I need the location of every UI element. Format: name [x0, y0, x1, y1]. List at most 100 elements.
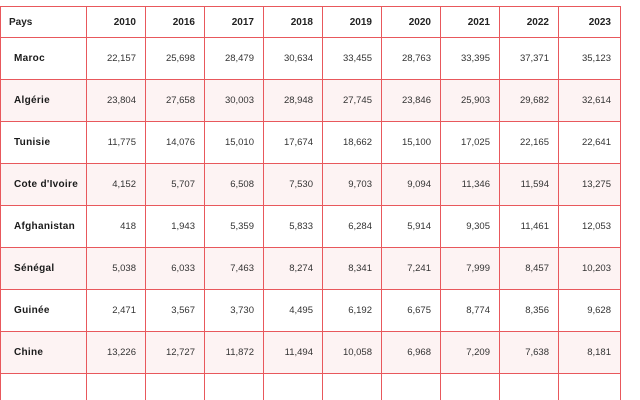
header-year: 2018 [263, 6, 323, 38]
value-cell: 18,662 [322, 121, 382, 164]
value-cell: 23,846 [381, 79, 441, 122]
value-cell: 3,567 [145, 289, 205, 332]
empty-cell [263, 373, 323, 400]
value-cell: 3,730 [204, 289, 264, 332]
value-cell: 10,203 [558, 247, 621, 290]
header-row: Pays 2010 2016 2017 2018 2019 2020 2021 … [0, 6, 621, 38]
value-cell: 27,658 [145, 79, 205, 122]
country-cell: Guinée [0, 289, 87, 332]
value-cell: 29,682 [499, 79, 559, 122]
value-cell: 12,053 [558, 205, 621, 248]
value-cell: 5,707 [145, 163, 205, 206]
value-cell: 4,495 [263, 289, 323, 332]
header-year: 2010 [86, 6, 146, 38]
table-row: Sénégal 5,038 6,033 7,463 8,274 8,341 7,… [0, 247, 621, 290]
value-cell: 32,614 [558, 79, 621, 122]
table-header: Pays 2010 2016 2017 2018 2019 2020 2021 … [0, 6, 621, 38]
value-cell: 2,471 [86, 289, 146, 332]
value-cell: 5,038 [86, 247, 146, 290]
table-body: Maroc 22,157 25,698 28,479 30,634 33,455… [0, 37, 621, 400]
value-cell: 28,948 [263, 79, 323, 122]
value-cell: 7,209 [440, 331, 500, 374]
value-cell: 33,455 [322, 37, 382, 80]
value-cell: 7,638 [499, 331, 559, 374]
value-cell: 28,763 [381, 37, 441, 80]
header-country: Pays [0, 6, 87, 38]
table-row: Algérie 23,804 27,658 30,003 28,948 27,7… [0, 79, 621, 122]
value-cell: 35,123 [558, 37, 621, 80]
value-cell: 27,745 [322, 79, 382, 122]
value-cell: 22,165 [499, 121, 559, 164]
value-cell: 8,274 [263, 247, 323, 290]
empty-cell [0, 373, 87, 400]
value-cell: 11,872 [204, 331, 264, 374]
header-year: 2016 [145, 6, 205, 38]
value-cell: 11,494 [263, 331, 323, 374]
table-row-partial [0, 373, 621, 400]
country-cell: Cote d'Ivoire [0, 163, 87, 206]
value-cell: 418 [86, 205, 146, 248]
value-cell: 6,192 [322, 289, 382, 332]
value-cell: 17,674 [263, 121, 323, 164]
empty-cell [381, 373, 441, 400]
value-cell: 8,181 [558, 331, 621, 374]
value-cell: 7,241 [381, 247, 441, 290]
header-year: 2020 [381, 6, 441, 38]
value-cell: 7,530 [263, 163, 323, 206]
table-row: Tunisie 11,775 14,076 15,010 17,674 18,6… [0, 121, 621, 164]
value-cell: 9,703 [322, 163, 382, 206]
table-row: Chine 13,226 12,727 11,872 11,494 10,058… [0, 331, 621, 374]
empty-cell [86, 373, 146, 400]
value-cell: 1,943 [145, 205, 205, 248]
country-cell: Tunisie [0, 121, 87, 164]
value-cell: 8,341 [322, 247, 382, 290]
value-cell: 17,025 [440, 121, 500, 164]
value-cell: 11,346 [440, 163, 500, 206]
value-cell: 6,675 [381, 289, 441, 332]
country-cell: Algérie [0, 79, 87, 122]
value-cell: 9,305 [440, 205, 500, 248]
value-cell: 5,833 [263, 205, 323, 248]
value-cell: 30,634 [263, 37, 323, 80]
value-cell: 28,479 [204, 37, 264, 80]
country-cell: Afghanistan [0, 205, 87, 248]
empty-cell [499, 373, 559, 400]
value-cell: 7,999 [440, 247, 500, 290]
value-cell: 6,284 [322, 205, 382, 248]
empty-cell [440, 373, 500, 400]
value-cell: 5,914 [381, 205, 441, 248]
value-cell: 13,275 [558, 163, 621, 206]
value-cell: 6,508 [204, 163, 264, 206]
header-year: 2021 [440, 6, 500, 38]
value-cell: 8,457 [499, 247, 559, 290]
table-row: Cote d'Ivoire 4,152 5,707 6,508 7,530 9,… [0, 163, 621, 206]
value-cell: 7,463 [204, 247, 264, 290]
value-cell: 8,774 [440, 289, 500, 332]
value-cell: 9,094 [381, 163, 441, 206]
value-cell: 25,903 [440, 79, 500, 122]
country-cell: Chine [0, 331, 87, 374]
value-cell: 6,033 [145, 247, 205, 290]
value-cell: 11,775 [86, 121, 146, 164]
value-cell: 5,359 [204, 205, 264, 248]
value-cell: 25,698 [145, 37, 205, 80]
empty-cell [558, 373, 621, 400]
value-cell: 30,003 [204, 79, 264, 122]
empty-cell [322, 373, 382, 400]
header-year: 2017 [204, 6, 264, 38]
header-year: 2019 [322, 6, 382, 38]
value-cell: 37,371 [499, 37, 559, 80]
country-cell: Maroc [0, 37, 87, 80]
value-cell: 11,461 [499, 205, 559, 248]
value-cell: 33,395 [440, 37, 500, 80]
country-cell: Sénégal [0, 247, 87, 290]
table-row: Afghanistan 418 1,943 5,359 5,833 6,284 … [0, 205, 621, 248]
empty-cell [204, 373, 264, 400]
value-cell: 15,100 [381, 121, 441, 164]
value-cell: 22,157 [86, 37, 146, 80]
value-cell: 8,356 [499, 289, 559, 332]
value-cell: 10,058 [322, 331, 382, 374]
value-cell: 22,641 [558, 121, 621, 164]
data-table: Pays 2010 2016 2017 2018 2019 2020 2021 … [0, 6, 621, 400]
value-cell: 11,594 [499, 163, 559, 206]
